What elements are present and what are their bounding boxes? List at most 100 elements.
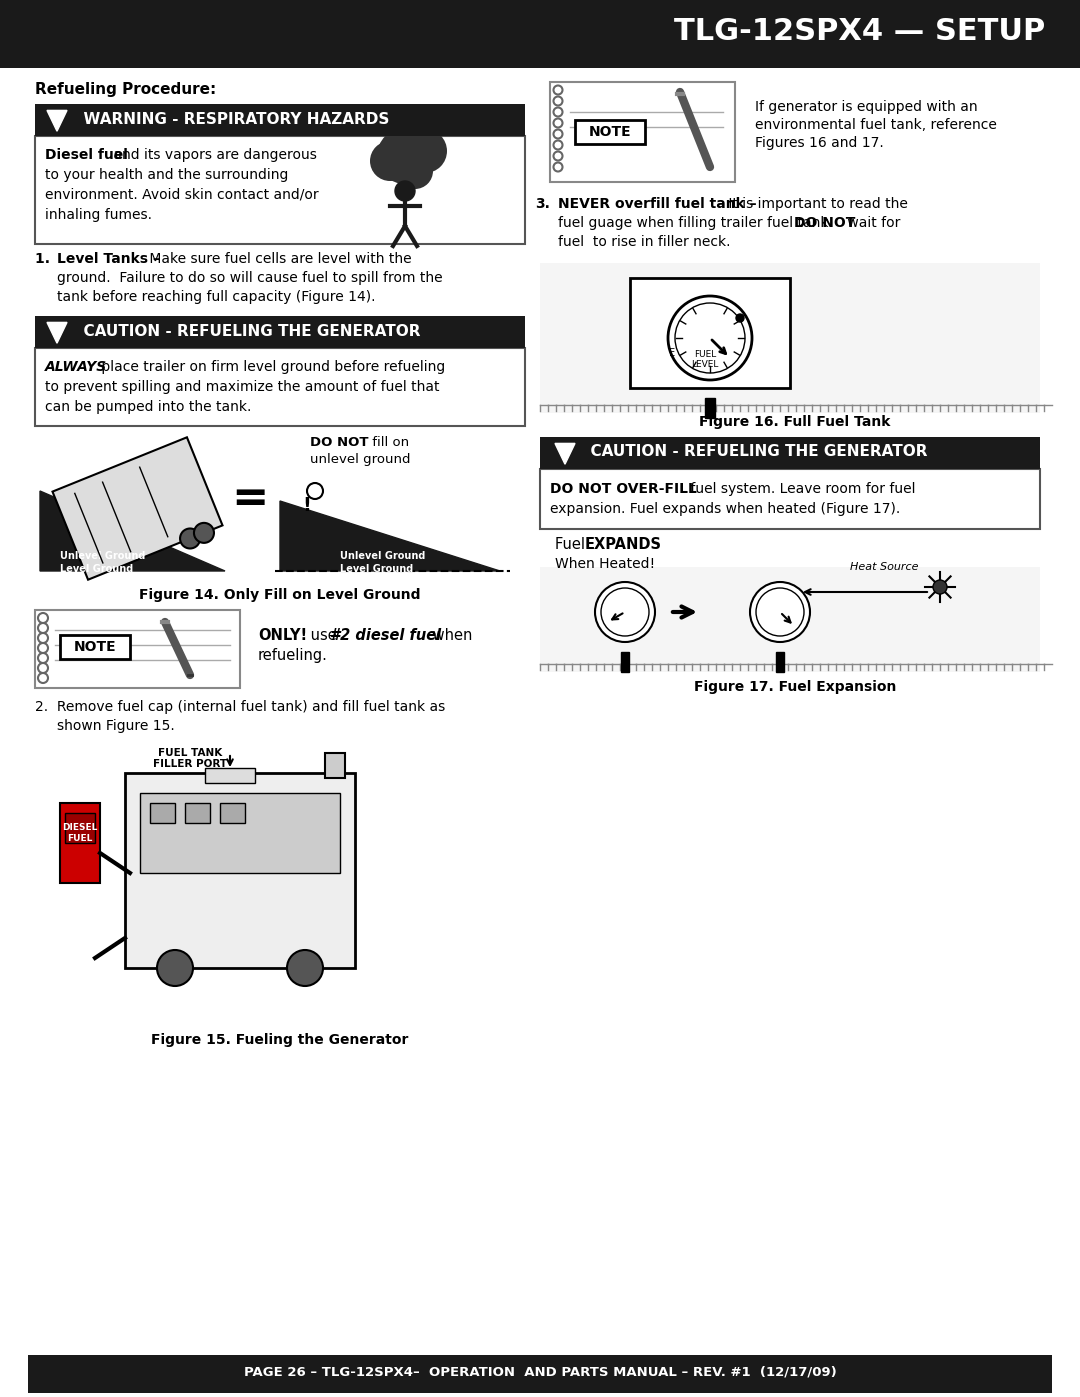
Text: FILLER PORT: FILLER PORT	[153, 759, 227, 768]
Bar	[705, 398, 715, 418]
Bar	[0, 0, 1080, 68]
Circle shape	[180, 528, 200, 549]
Text: Figure 14. Only Fill on Level Ground: Figure 14. Only Fill on Level Ground	[139, 588, 421, 602]
Bar	[140, 793, 340, 873]
Text: DIESEL
FUEL: DIESEL FUEL	[63, 823, 97, 842]
Text: It is important to read the: It is important to read the	[724, 197, 908, 211]
Bar	[540, 469, 1040, 529]
Bar	[35, 136, 525, 244]
Circle shape	[554, 119, 563, 127]
Circle shape	[38, 623, 48, 633]
Text: When Heated!: When Heated!	[555, 557, 656, 571]
Text: NEVER overfill fuel tank –: NEVER overfill fuel tank –	[558, 197, 757, 211]
Circle shape	[157, 950, 193, 986]
Text: Fuel: Fuel	[555, 536, 590, 552]
Text: fuel  to rise in filler neck.: fuel to rise in filler neck.	[558, 235, 730, 249]
Text: tank before reaching full capacity (Figure 14).: tank before reaching full capacity (Figu…	[57, 291, 376, 305]
Circle shape	[756, 588, 804, 636]
Text: TLG-12SPX4 — SETUP: TLG-12SPX4 — SETUP	[674, 18, 1045, 46]
Text: CAUTION - REFUELING THE GENERATOR: CAUTION - REFUELING THE GENERATOR	[73, 324, 420, 338]
Bar	[630, 278, 789, 388]
Text: 3.: 3.	[535, 197, 550, 211]
Bar	[205, 768, 255, 782]
Text: FUEL
LEVEL: FUEL LEVEL	[691, 351, 718, 369]
Text: ALWAYS: ALWAYS	[45, 360, 107, 374]
Bar	[60, 636, 130, 659]
Bar	[28, 1355, 1052, 1393]
Text: Figures 16 and 17.: Figures 16 and 17.	[755, 136, 883, 149]
Text: refueling.: refueling.	[258, 648, 328, 664]
Circle shape	[554, 130, 563, 138]
Text: inhaling fumes.: inhaling fumes.	[45, 208, 152, 222]
Circle shape	[669, 296, 752, 380]
Circle shape	[377, 129, 433, 184]
Text: fuel system. Leave room for fuel: fuel system. Leave room for fuel	[686, 482, 916, 496]
Bar	[35, 610, 240, 687]
Bar	[575, 120, 645, 144]
Bar	[65, 813, 95, 842]
Circle shape	[38, 643, 48, 652]
Text: DO NOT OVER-FILL: DO NOT OVER-FILL	[550, 482, 697, 496]
Text: NOTE: NOTE	[73, 640, 117, 654]
Bar	[540, 263, 1040, 414]
Text: to prevent spilling and maximize the amount of fuel that: to prevent spilling and maximize the amo…	[45, 380, 440, 394]
Text: If generator is equipped with an: If generator is equipped with an	[755, 101, 977, 115]
Text: Figure 15. Fueling the Generator: Figure 15. Fueling the Generator	[151, 1032, 408, 1046]
Text: to your health and the surrounding: to your health and the surrounding	[45, 168, 288, 182]
Bar	[220, 803, 245, 823]
Text: Heat Source: Heat Source	[850, 562, 918, 571]
Circle shape	[194, 522, 214, 543]
Circle shape	[403, 129, 447, 173]
Text: Level Ground: Level Ground	[340, 564, 414, 574]
Circle shape	[38, 633, 48, 643]
Circle shape	[397, 154, 433, 189]
Text: E: E	[669, 348, 675, 358]
Text: Make sure fuel cells are level with the: Make sure fuel cells are level with the	[145, 251, 411, 265]
Text: when: when	[428, 629, 472, 643]
Bar	[60, 803, 100, 883]
Circle shape	[554, 96, 563, 106]
Text: wait for: wait for	[843, 217, 901, 231]
Circle shape	[750, 583, 810, 643]
Circle shape	[735, 314, 744, 321]
Circle shape	[287, 950, 323, 986]
Text: FUEL TANK: FUEL TANK	[158, 747, 222, 759]
Bar	[540, 567, 1040, 672]
Text: ONLY!: ONLY!	[258, 629, 307, 643]
Circle shape	[554, 141, 563, 149]
Text: Refueling Procedure:: Refueling Procedure:	[35, 82, 216, 96]
Bar	[550, 82, 735, 182]
Circle shape	[38, 613, 48, 623]
Bar	[540, 437, 1040, 469]
Text: Figure 16. Full Fuel Tank: Figure 16. Full Fuel Tank	[700, 415, 891, 429]
Circle shape	[395, 182, 415, 201]
Circle shape	[554, 151, 563, 161]
Text: PAGE 26 – TLG-12SPX4–  OPERATION  AND PARTS MANUAL – REV. #1  (12/17/09): PAGE 26 – TLG-12SPX4– OPERATION AND PART…	[244, 1365, 836, 1379]
Circle shape	[554, 85, 563, 95]
Circle shape	[595, 583, 654, 643]
Text: ground.  Failure to do so will cause fuel to spill from the: ground. Failure to do so will cause fuel…	[57, 271, 443, 285]
Polygon shape	[280, 502, 500, 571]
Bar	[150, 803, 175, 823]
Circle shape	[38, 652, 48, 664]
Text: environment. Avoid skin contact and/or: environment. Avoid skin contact and/or	[45, 189, 319, 203]
Circle shape	[600, 588, 649, 636]
Text: DO NOT: DO NOT	[794, 217, 855, 231]
Text: 1.: 1.	[35, 251, 59, 265]
Text: =: =	[231, 476, 269, 520]
Bar	[325, 753, 345, 778]
Text: place trailer on firm level ground before refueling: place trailer on firm level ground befor…	[97, 360, 445, 374]
Circle shape	[38, 664, 48, 673]
Polygon shape	[555, 443, 575, 464]
Circle shape	[933, 580, 947, 594]
Bar	[621, 652, 629, 672]
Text: can be pumped into the tank.: can be pumped into the tank.	[45, 400, 252, 414]
Circle shape	[675, 303, 745, 373]
Text: !: !	[302, 496, 311, 515]
Text: shown Figure 15.: shown Figure 15.	[57, 719, 175, 733]
Text: environmental fuel tank, reference: environmental fuel tank, reference	[755, 117, 997, 131]
Text: NOTE: NOTE	[589, 124, 632, 138]
Text: use: use	[306, 629, 341, 643]
Text: 2.  Remove fuel cap (internal fuel tank) and fill fuel tank as: 2. Remove fuel cap (internal fuel tank) …	[35, 700, 445, 714]
Bar	[185, 803, 210, 823]
